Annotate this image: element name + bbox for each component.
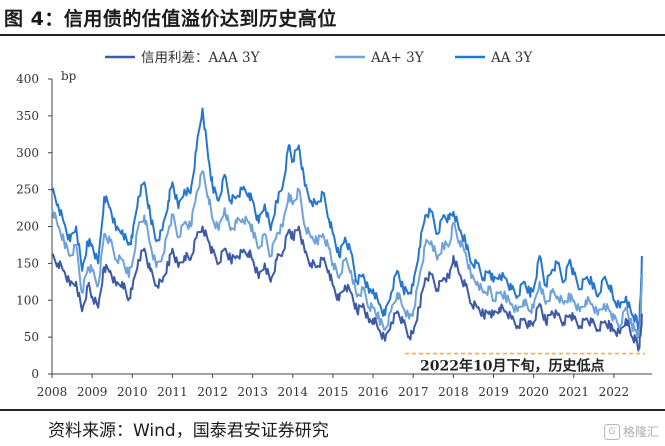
x-tick-label: 2014 (278, 385, 309, 399)
x-tick-label: 2012 (197, 385, 228, 399)
x-tick-label: 2020 (518, 385, 549, 399)
source-note: 资料来源：Wind，国泰君安证券研究 (48, 421, 329, 441)
x-tick-label: 2011 (157, 385, 188, 399)
x-tick-label: 2008 (37, 385, 68, 399)
legend-label-AAA: 信用利差：AAA 3Y (141, 50, 261, 66)
y-tick-label: 300 (16, 146, 39, 160)
legend: 信用利差：AAA 3Y AA+ 3Y AA 3Y (105, 50, 533, 66)
y-tick-label: 150 (16, 256, 39, 270)
series-line-AA (51, 107, 643, 332)
legend-label-AAplus: AA+ 3Y (370, 50, 425, 66)
y-tick-label: 400 (16, 72, 39, 86)
x-tick-label: 2009 (77, 385, 108, 399)
figure-title: 图 4：信用债的估值溢价达到历史高位 (4, 8, 337, 30)
x-tick-label: 2016 (358, 385, 389, 399)
watermark-logo-icon: G (603, 423, 620, 440)
credit-spread-chart: 信用利差：AAA 3Y AA+ 3Y AA 3Y 0 50 100 150 200 250 30… (16, 50, 652, 399)
y-tick-label: 200 (16, 220, 39, 234)
y-tick-label: 250 (16, 183, 39, 197)
x-tick-label: 2021 (558, 385, 589, 399)
y-tick-label: 100 (16, 293, 39, 307)
x-tick-label: 2017 (398, 385, 429, 399)
annotation: 2022年10月下旬，历史低点 (405, 352, 645, 375)
legend-label-AA: AA 3Y (490, 50, 533, 66)
series-line-AAplus (51, 170, 643, 339)
y-tick-label: 0 (31, 367, 39, 381)
y-axis-unit-label: bp (61, 69, 77, 83)
top-divider (0, 34, 665, 36)
x-tick-label: 2010 (117, 385, 148, 399)
annotation-text: 2022年10月下旬，历史低点 (420, 358, 604, 375)
bottom-divider (0, 409, 665, 411)
x-tick-label: 2018 (438, 385, 469, 399)
y-tick-label: 350 (16, 109, 39, 123)
series-line-AAA (51, 225, 643, 352)
x-tick-label: 2013 (237, 385, 268, 399)
watermark: G 格隆汇 (603, 423, 659, 440)
y-tick-label: 50 (24, 330, 39, 344)
x-tick-label: 2019 (478, 385, 509, 399)
x-tick-label: 2015 (318, 385, 349, 399)
series-layer (51, 107, 643, 352)
watermark-text: 格隆汇 (622, 425, 659, 439)
x-tick-label: 2022 (599, 385, 630, 399)
axes: 0 50 100 150 200 250 300 350 400 bp 2008 2009 2010 20… (16, 69, 652, 399)
